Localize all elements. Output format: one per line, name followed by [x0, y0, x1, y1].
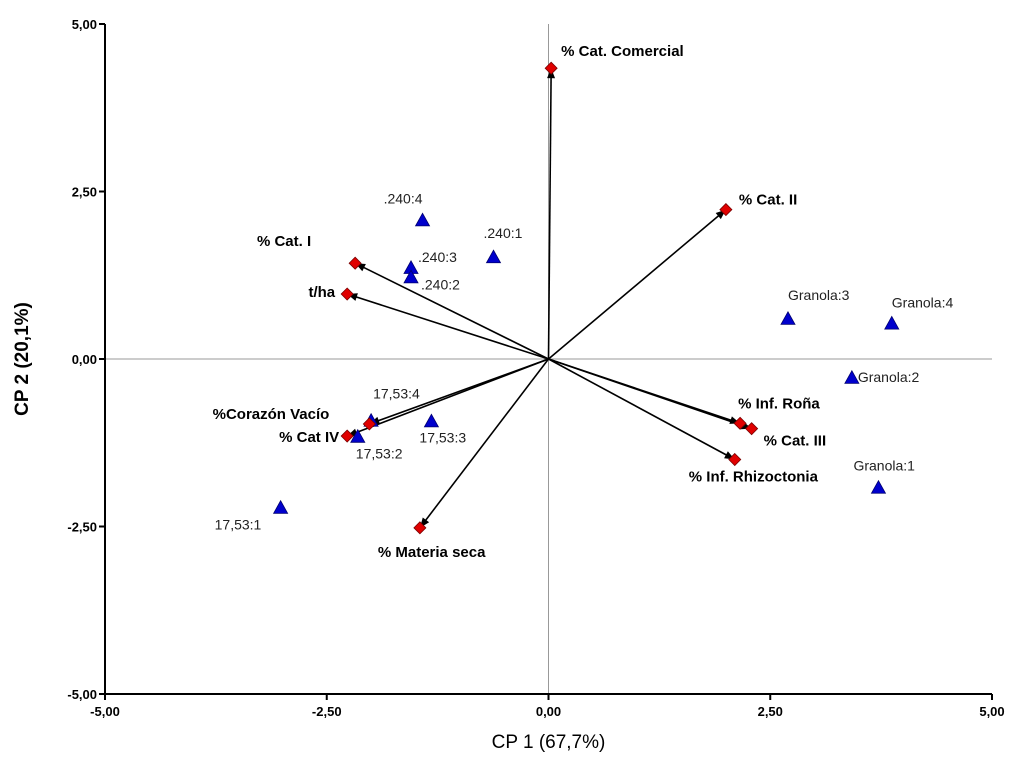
observation-marker: [884, 315, 900, 330]
variable-vector: [354, 262, 549, 360]
variable-marker: [719, 203, 733, 217]
observation-label: Granola:3: [788, 287, 850, 303]
y-tick-label: 2,50: [72, 185, 97, 200]
variable-markers: [340, 61, 759, 535]
observation-label: 17,53:2: [356, 446, 403, 462]
observation-label: Granola:4: [892, 294, 954, 310]
y-tick-label: -5,00: [67, 687, 97, 702]
variable-marker: [413, 521, 427, 535]
axes: -5,00 -2,50 0,00 2,50 5,00 -5,00 -2,50 0,00 2,50…: [67, 17, 1004, 719]
observation-marker: [403, 269, 419, 284]
observation-label: 17,53:4: [373, 386, 420, 402]
observation-marker: [485, 249, 502, 264]
observation-marker: [780, 310, 796, 325]
observation-marker: [272, 499, 289, 514]
x-tick-label: 2,50: [758, 704, 783, 719]
observation-marker: [350, 428, 366, 443]
variable-marker: [728, 452, 742, 467]
y-axis-title: CP 2 (20,1%): [12, 302, 33, 416]
variable-vector: [547, 68, 552, 360]
observation-label: 17,53:3: [419, 429, 466, 445]
variable-marker: [544, 61, 558, 75]
x-tick-label: -2,50: [312, 704, 342, 719]
variable-marker: [340, 429, 354, 443]
variable-label: %Corazón Vacío: [213, 406, 330, 423]
variable-vectors: [346, 68, 752, 529]
x-axis-title: CP 1 (67,7%): [492, 732, 606, 753]
variable-marker: [362, 417, 376, 431]
variable-label: % Materia seca: [378, 544, 486, 561]
variable-marker: [348, 256, 362, 270]
observation-marker: [414, 212, 431, 227]
variable-vector: [346, 293, 549, 360]
variable-label: % Cat IV: [279, 429, 339, 446]
variable-vector: [548, 358, 736, 461]
observation-marker: [423, 413, 440, 428]
variable-label: % Cat. II: [739, 192, 797, 209]
variable-label: t/ha: [308, 284, 335, 301]
observation-label: 17,53:1: [215, 517, 262, 533]
x-tick-label: -5,00: [90, 704, 120, 719]
observation-label: Granola:2: [858, 369, 920, 385]
observation-label: .240:3: [418, 249, 457, 265]
x-tick-label: 5,00: [979, 704, 1004, 719]
observation-label: .240:1: [484, 225, 523, 241]
observation-label: .240:4: [384, 190, 423, 206]
observation-marker: [870, 479, 887, 494]
observation-marker: [844, 369, 860, 384]
variable-marker: [745, 422, 759, 436]
x-tick-label: 0,00: [536, 704, 561, 719]
point-labels: .240:4 .240:1 .240:3 .240:2 Granola:3 Granola…: [213, 43, 954, 561]
variable-label: % Cat. I: [257, 233, 311, 250]
variable-label: % Cat. Comercial: [561, 43, 684, 60]
variable-marker: [733, 416, 747, 430]
variable-marker: [340, 287, 354, 301]
y-tick-label: 5,00: [72, 17, 97, 32]
variable-label: % Inf. Rhizoctonia: [689, 469, 819, 486]
y-tick-label: 0,00: [72, 352, 97, 367]
variable-vector: [547, 208, 727, 360]
observation-label: Granola:1: [853, 458, 915, 474]
variable-vector: [346, 358, 549, 437]
observation-label: .240:2: [421, 276, 460, 292]
variable-label: % Inf. Roña: [738, 395, 820, 412]
y-tick-label: -2,50: [67, 520, 97, 535]
variable-vector: [548, 358, 752, 430]
variable-vector: [419, 358, 550, 529]
variable-label: % Cat. III: [764, 433, 827, 450]
